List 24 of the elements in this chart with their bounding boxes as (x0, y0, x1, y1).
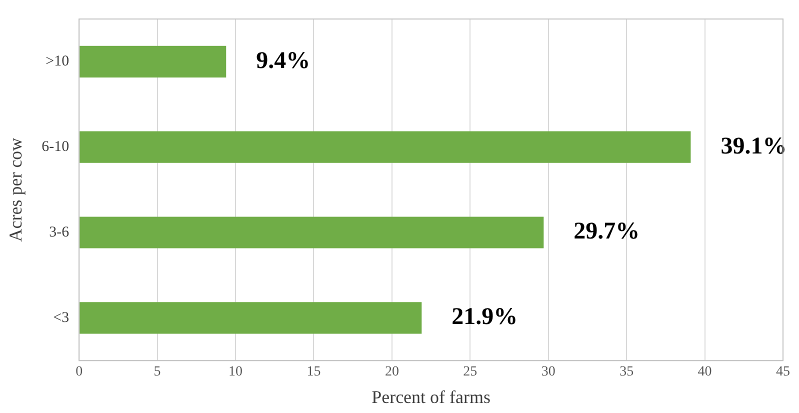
data-label: 21.9% (452, 304, 518, 330)
bar (80, 131, 691, 163)
x-tick-label: 35 (620, 364, 634, 380)
x-tick-label: 0 (76, 364, 83, 380)
x-tick-label: 25 (463, 364, 478, 380)
x-tick-label: 40 (698, 364, 712, 380)
y-tick-label: <3 (53, 310, 70, 326)
x-axis-title: Percent of farms (372, 386, 491, 407)
x-tick-label: 45 (776, 364, 790, 380)
y-tick-label: >10 (46, 54, 70, 70)
bar (80, 216, 544, 248)
y-axis-title: Acres per cow (6, 138, 26, 242)
bar (80, 302, 422, 334)
x-tick-label: 15 (306, 364, 321, 380)
y-tick-label: 3-6 (49, 224, 70, 240)
x-tick-label: 30 (541, 364, 556, 380)
data-label: 39.1% (720, 133, 787, 160)
y-tick-label: 6-10 (42, 139, 70, 156)
bar (80, 46, 226, 78)
x-tick-label: 10 (228, 364, 243, 380)
data-label: 9.4% (256, 48, 310, 74)
x-tick-label: 5 (154, 364, 161, 380)
x-tick-label: 20 (384, 364, 399, 380)
data-label: 29.7% (574, 218, 640, 245)
